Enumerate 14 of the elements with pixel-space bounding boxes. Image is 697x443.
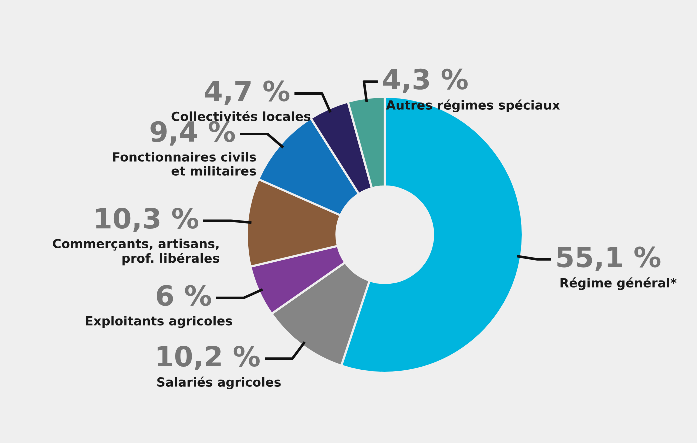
data-label: 10,2 % [158, 346, 260, 370]
slice-label: Commerçants, artisans, prof. libérales [53, 238, 220, 266]
slice-label: Exploitants agricoles [86, 316, 232, 328]
data-label: 4,7 % [205, 80, 290, 106]
slice-label: Régime général* [560, 278, 677, 290]
data-label: 4,3 % [383, 68, 468, 94]
data-label: 55,1 % [558, 246, 661, 272]
slice-label: Salariés agricoles [158, 376, 281, 390]
slice-label: Autres régimes spéciaux [386, 100, 560, 112]
data-label: 10,3 % [96, 208, 198, 233]
slice-label: Collectivités locales [172, 111, 311, 122]
slice-label: Fonctionnaires civils et militaires [113, 152, 256, 176]
data-label: 9,4 % [150, 121, 236, 146]
data-label: 6 % [157, 285, 212, 306]
